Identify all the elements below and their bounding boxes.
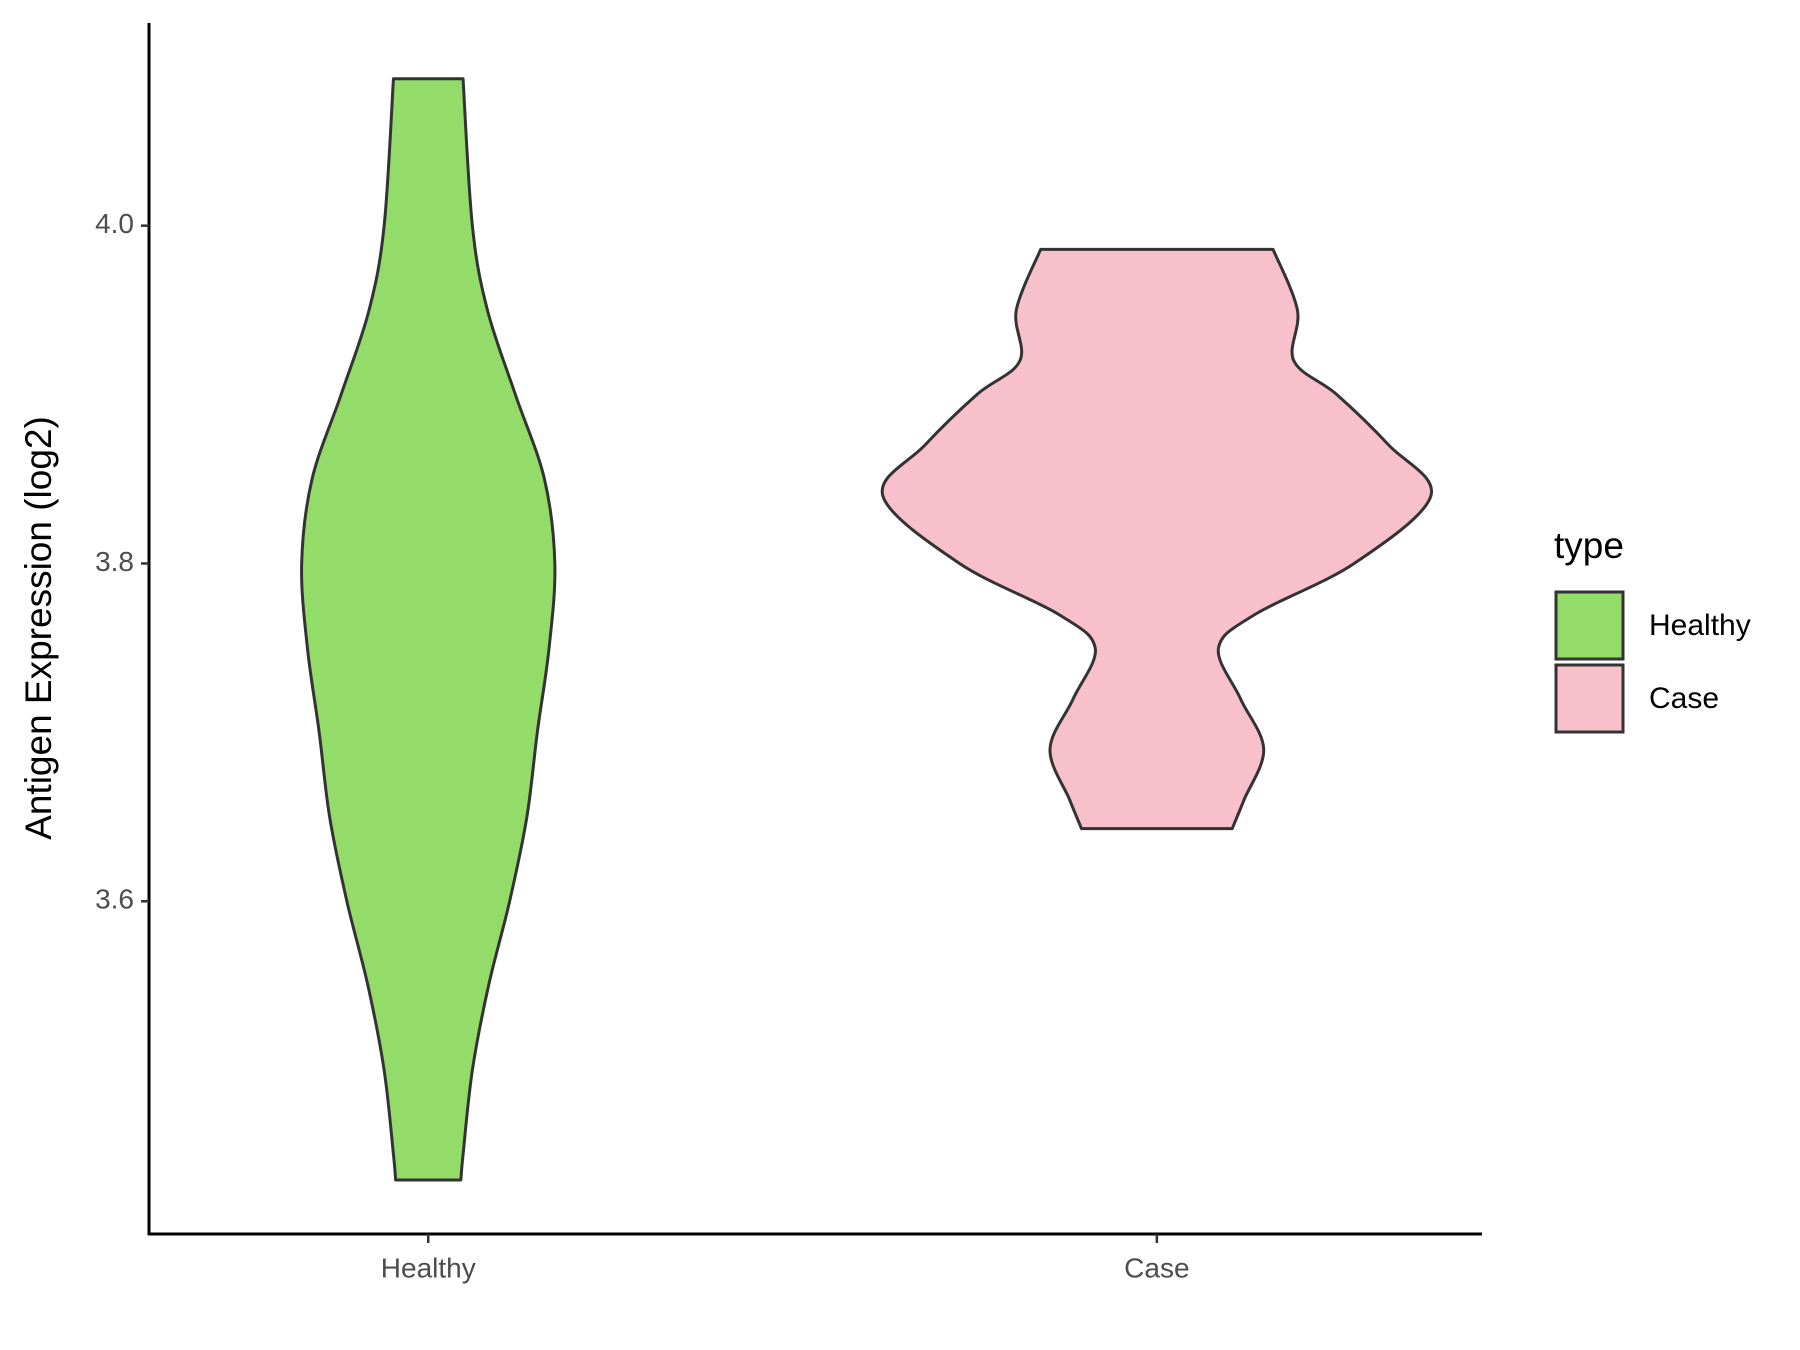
y-tick-label: 3.8	[95, 546, 134, 577]
violin	[880, 247, 1433, 831]
legend-key	[1554, 590, 1625, 661]
x-tick-label: Case	[1124, 1252, 1189, 1283]
legend-title: type	[1554, 525, 1624, 566]
x-tick-label: Healthy	[381, 1252, 476, 1283]
violin	[300, 77, 557, 1182]
legend-label: Case	[1649, 682, 1719, 715]
legend-label: Healthy	[1649, 609, 1751, 642]
y-tick-label: 3.6	[95, 884, 134, 915]
legend-key	[1554, 663, 1625, 734]
y-tick-label: 4.0	[95, 208, 134, 239]
y-axis-label: Antigen Expression (log2)	[18, 416, 59, 840]
